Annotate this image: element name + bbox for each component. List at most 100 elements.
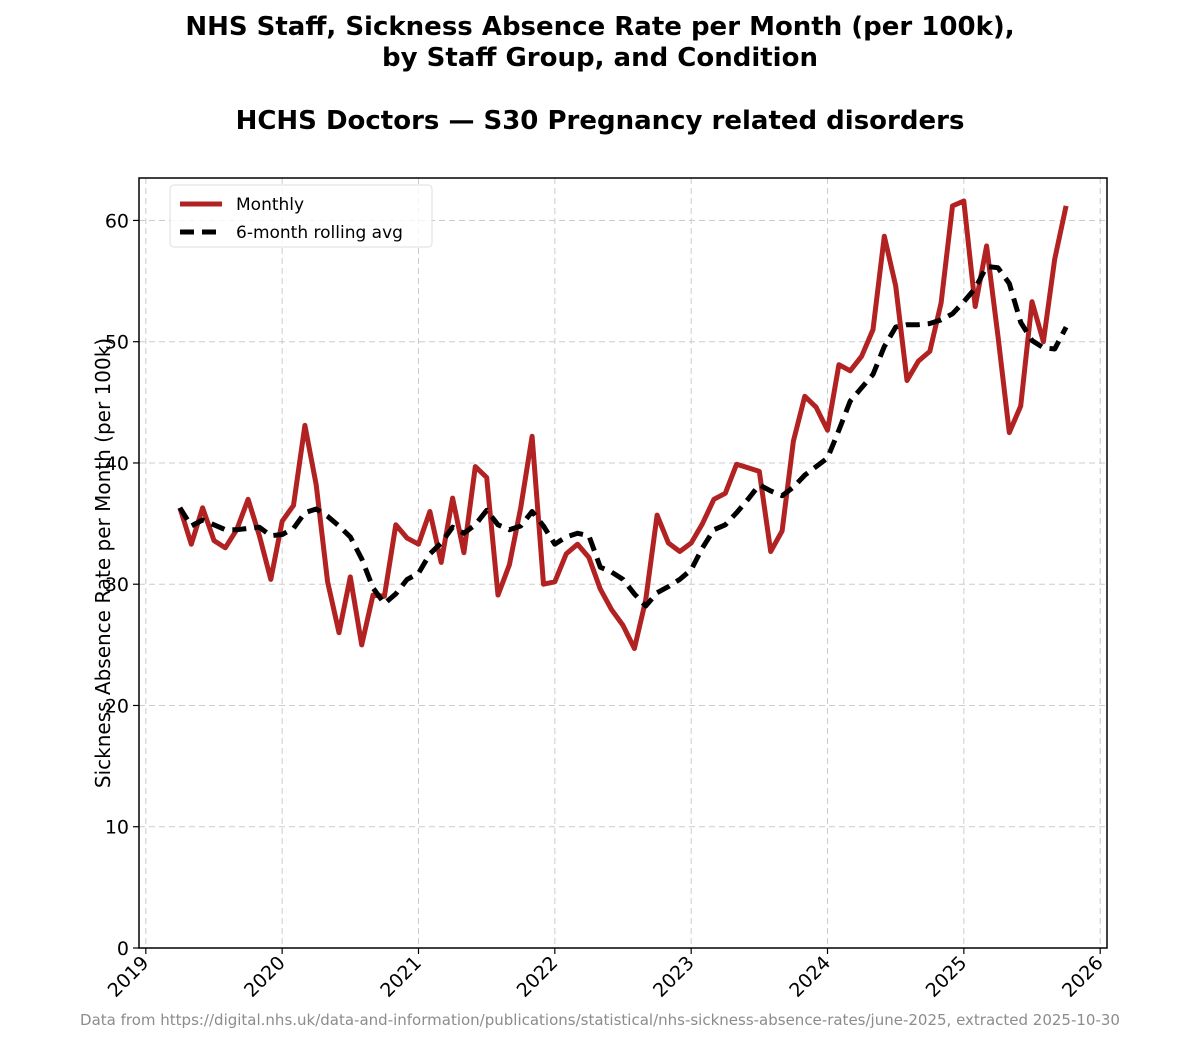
rolling-avg-data-point (838, 429, 840, 431)
plot-frame (138, 177, 1108, 949)
x-tick-label: 2020 (240, 952, 290, 1002)
rolling-avg-data-point (952, 313, 954, 315)
monthly-data-point (747, 467, 749, 469)
monthly-data-point (395, 524, 397, 526)
monthly-data-point (554, 581, 556, 583)
monthly-data-point (1065, 205, 1067, 207)
rolling-avg-data-point (1054, 348, 1056, 350)
rolling-avg-data-point (384, 603, 386, 605)
rolling-avg-data-point (577, 533, 579, 535)
monthly-data-point (838, 364, 840, 366)
monthly-data-point (781, 530, 783, 532)
monthly-data-point (440, 562, 442, 564)
monthly-data-point (429, 511, 431, 513)
rolling-avg-data-point (736, 512, 738, 514)
y-tick-label: 60 (105, 210, 129, 232)
monthly-data-point (895, 285, 897, 287)
rolling-avg-data-point (872, 374, 874, 376)
rolling-avg-data-point (906, 324, 908, 326)
monthly-data-point (520, 507, 522, 509)
monthly-data-point (418, 543, 420, 545)
legend-rolling-label: 6-month rolling avg (236, 223, 403, 243)
monthly-data-point (350, 576, 352, 578)
rolling-avg-data-point (202, 519, 204, 521)
rolling-avg-data-point (849, 400, 851, 402)
monthly-data-point (327, 581, 329, 583)
x-tick-label: 2023 (649, 952, 699, 1002)
rolling-avg-data-point (259, 526, 261, 528)
monthly-data-point (997, 335, 999, 337)
rolling-avg-data-point (543, 525, 545, 527)
chart-title-line-1: NHS Staff, Sickness Absence Rate per Mon… (185, 12, 1015, 42)
rolling-avg-data-point (509, 529, 511, 531)
monthly-data-point (929, 351, 931, 353)
y-tick-label: 50 (105, 332, 129, 354)
monthly-data-point (225, 547, 227, 549)
rolling-avg-data-point (554, 543, 556, 545)
monthly-data-point (918, 360, 920, 362)
monthly-data-point (600, 588, 602, 590)
rolling-avg-data-point (293, 528, 295, 530)
rolling-avg-data-point (668, 586, 670, 588)
monthly-data-point (940, 302, 942, 304)
monthly-data-point (247, 499, 249, 501)
rolling-avg-data-point (747, 499, 749, 501)
rolling-avg-data-point (1065, 326, 1067, 328)
monthly-data-point (690, 542, 692, 544)
rolling-avg-data-point (974, 288, 976, 290)
rolling-avg-data-point (861, 387, 863, 389)
monthly-data-point (884, 235, 886, 237)
monthly-data-point (463, 552, 465, 554)
rolling-avg-data-point (804, 474, 806, 476)
monthly-data-point (293, 505, 295, 507)
rolling-avg-data-point (588, 535, 590, 537)
monthly-data-point (543, 583, 545, 585)
rolling-avg-data-point (645, 605, 647, 607)
rolling-avg-data-point (759, 484, 761, 486)
monthly-data-point (679, 551, 681, 553)
x-tick-label: 2024 (785, 952, 835, 1002)
y-tick-label: 20 (105, 695, 129, 717)
rolling-avg-data-point (225, 529, 227, 531)
monthly-data-point (952, 205, 954, 207)
y-tick-label: 0 (117, 938, 129, 960)
rolling-avg-data-point (940, 319, 942, 321)
legend-monthly-label: Monthly (236, 195, 304, 215)
rolling-avg-data-point (702, 547, 704, 549)
rolling-avg-data-point (690, 569, 692, 571)
rolling-avg-data-point (1031, 340, 1033, 342)
monthly-data-point (531, 436, 533, 438)
series-layer (177, 198, 1069, 651)
rolling-avg-data-point (247, 528, 249, 530)
rolling-avg-data-point (315, 508, 317, 510)
monthly-data-point (634, 648, 636, 650)
monthly-data-point (497, 594, 499, 596)
monthly-data-point (827, 429, 829, 431)
rolling-avg-data-point (963, 301, 965, 303)
monthly-data-point (668, 542, 670, 544)
monthly-data-point (725, 493, 727, 495)
rolling-avg-data-point (406, 579, 408, 581)
rolling-avg-data-point (327, 516, 329, 518)
rolling-avg-data-point (713, 529, 715, 531)
rolling-avg-data-point (236, 529, 238, 531)
monthly-data-point (645, 599, 647, 601)
rolling-avg-data-point (475, 524, 477, 526)
monthly-data-point (372, 594, 374, 596)
monthly-data-point (509, 564, 511, 566)
rolling-avg-data-point (884, 346, 886, 348)
rolling-avg-data-point (270, 535, 272, 537)
monthly-data-point (1020, 405, 1022, 407)
rolling-avg-data-point (418, 573, 420, 575)
monthly-data-point (191, 543, 193, 545)
legend: Monthly 6-month rolling avg (169, 184, 433, 248)
rolling-avg-data-point (679, 579, 681, 581)
monthly-data-point (259, 535, 261, 537)
data-source-footer: Data from https://digital.nhs.uk/data-an… (80, 1011, 1120, 1029)
monthly-data-point (759, 471, 761, 473)
rolling-avg-data-point (497, 524, 499, 526)
monthly-data-point (861, 356, 863, 358)
rolling-avg-data-point (986, 266, 988, 268)
monthly-data-point (213, 540, 215, 542)
